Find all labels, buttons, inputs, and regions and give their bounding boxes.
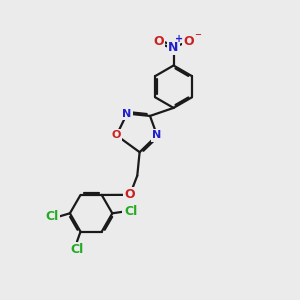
Text: O: O — [184, 35, 194, 48]
Text: N: N — [152, 130, 162, 140]
Text: N: N — [168, 41, 179, 54]
Text: O: O — [112, 130, 121, 140]
Text: −: − — [194, 30, 201, 39]
Text: O: O — [153, 35, 164, 48]
Text: Cl: Cl — [45, 210, 58, 223]
Text: +: + — [176, 34, 184, 44]
Text: N: N — [122, 109, 132, 118]
Text: Cl: Cl — [70, 243, 84, 256]
Text: Cl: Cl — [124, 205, 137, 218]
Text: O: O — [124, 188, 135, 201]
